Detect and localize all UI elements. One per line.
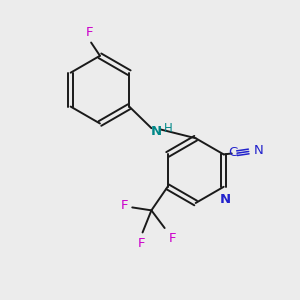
Text: N: N — [150, 125, 161, 138]
Text: F: F — [169, 232, 177, 244]
Text: N: N — [254, 144, 264, 158]
Text: F: F — [137, 237, 145, 250]
Text: N: N — [220, 193, 231, 206]
Text: F: F — [86, 26, 93, 39]
Text: F: F — [120, 200, 128, 212]
Text: H: H — [164, 122, 172, 135]
Text: C: C — [228, 146, 237, 159]
